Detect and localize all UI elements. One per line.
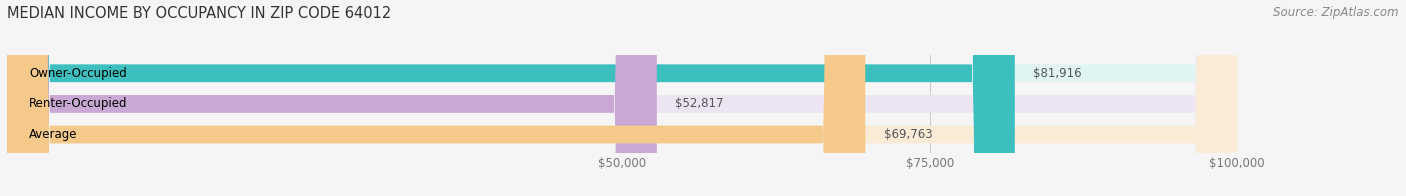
Text: MEDIAN INCOME BY OCCUPANCY IN ZIP CODE 64012: MEDIAN INCOME BY OCCUPANCY IN ZIP CODE 6… xyxy=(7,6,391,21)
Text: $52,817: $52,817 xyxy=(675,97,724,110)
Text: Owner-Occupied: Owner-Occupied xyxy=(30,67,127,80)
FancyBboxPatch shape xyxy=(7,0,1237,196)
Text: Average: Average xyxy=(30,128,77,141)
Text: $69,763: $69,763 xyxy=(884,128,932,141)
Text: $81,916: $81,916 xyxy=(1033,67,1081,80)
FancyBboxPatch shape xyxy=(7,0,1237,196)
Text: Source: ZipAtlas.com: Source: ZipAtlas.com xyxy=(1274,6,1399,19)
FancyBboxPatch shape xyxy=(7,0,1015,196)
Text: Renter-Occupied: Renter-Occupied xyxy=(30,97,128,110)
FancyBboxPatch shape xyxy=(7,0,657,196)
FancyBboxPatch shape xyxy=(7,0,1237,196)
FancyBboxPatch shape xyxy=(7,0,865,196)
